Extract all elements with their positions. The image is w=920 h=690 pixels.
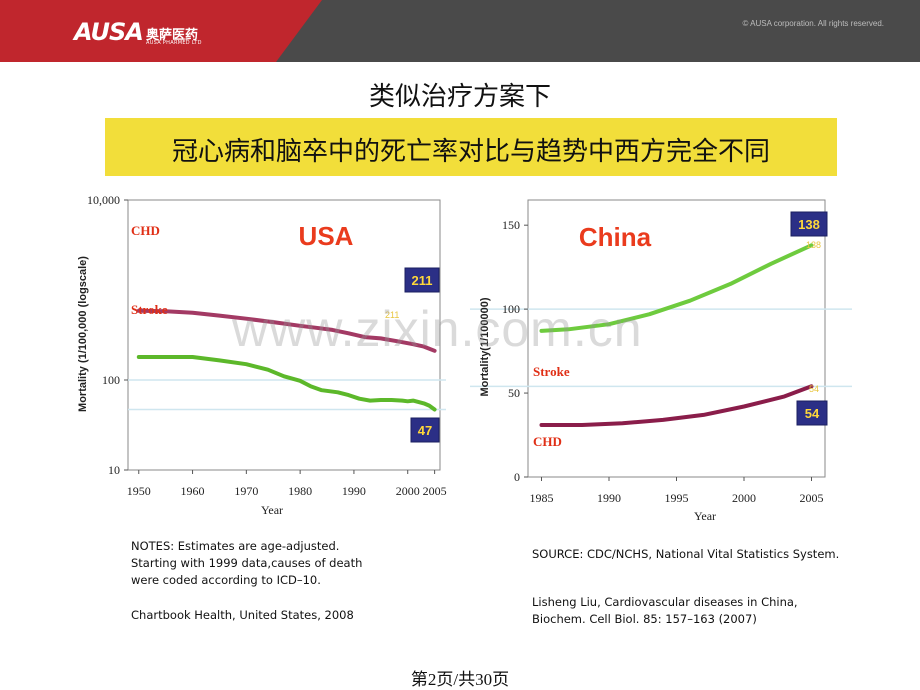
y-tick-label: 150 [502,218,520,232]
series-line-chd [136,308,437,353]
banner-text: 冠心病和脑卒中的死亡率对比与趋势中西方完全不同 [171,137,770,167]
end-value-label: 47 [418,423,432,438]
x-tick-label: 1985 [530,491,554,505]
faint-value-label: 54 [809,384,819,394]
end-value-box [790,211,828,237]
x-axis-label: Year [261,503,283,517]
series-line-stroke [539,243,814,333]
plot-area-1 [527,199,826,478]
highlight-banner: 冠心病和脑卒中的死亡率对比与趋势中西方完全不同 [105,118,837,176]
y-axis-label: Mortality(1/100000) [479,297,491,396]
y-tick-label: 10 [108,463,120,477]
usa-source: Chartbook Health, United States, 2008 [131,608,354,622]
x-axis-label: Year [694,509,716,523]
series-label-chd: CHD [131,223,160,238]
series-label-stroke: Stroke [533,364,570,379]
watermark: www.zixin.com.cn [232,301,643,357]
y-tick-label: 100 [502,302,520,316]
header-bar: AUSA 奥萨医药 AUSA PHARMED LTD © AUSA corpor… [0,0,920,62]
china-reference: Lisheng Liu, Cardiovascular diseases in … [532,595,798,626]
x-tick-label: 1960 [181,484,205,498]
china-source: SOURCE: CDC/NCHS, National Vital Statist… [532,547,840,561]
plot-area-0 [127,199,441,471]
page-indicator: 第2页/共30页 [410,670,510,689]
end-value-box [404,267,440,293]
x-tick-label: 2005 [800,491,824,505]
x-tick-label: 1970 [234,484,258,498]
x-tick-label: 2005 [423,484,447,498]
x-tick-label: 2000 [396,484,420,498]
y-tick-label: 0 [514,470,520,484]
series-line-chd [539,384,814,427]
brand-band [0,0,322,62]
logo: AUSA [74,18,144,46]
end-value-label: 138 [798,217,820,232]
x-tick-label: 2000 [732,491,756,505]
logo-english-name: AUSA PHARMED LTD [146,40,202,46]
x-tick-label: 1950 [127,484,151,498]
faint-value-label: 138 [806,240,821,250]
usa-notes: NOTES: Estimates are age-adjusted. Start… [131,539,363,587]
x-tick-label: 1995 [665,491,689,505]
x-tick-label: 1990 [597,491,621,505]
y-tick-label: 50 [508,386,520,400]
series-label-chd: CHD [533,434,562,449]
slide-title: 类似治疗方案下 [368,82,551,112]
end-value-box [796,400,828,426]
copyright-notice: © AUSA corporation. All rights reserved. [742,19,884,28]
chart-title: China [579,222,652,252]
end-value-label: 54 [805,406,820,421]
x-tick-label: 1980 [288,484,312,498]
y-tick-label: 100 [102,373,120,387]
chart-title: USA [299,221,354,251]
faint-value-label: 211 [385,310,399,320]
series-line-stroke [136,355,437,412]
x-tick-label: 1990 [342,484,366,498]
logo-chinese-name: 奥萨医药 [146,28,199,43]
series-label-stroke: Stroke [131,302,168,317]
y-tick-label: 10,000 [87,193,120,207]
end-value-label: 211 [412,273,433,288]
end-value-box [410,417,440,443]
y-axis-label: Mortality (1/100,000 (logscale) [77,256,89,412]
